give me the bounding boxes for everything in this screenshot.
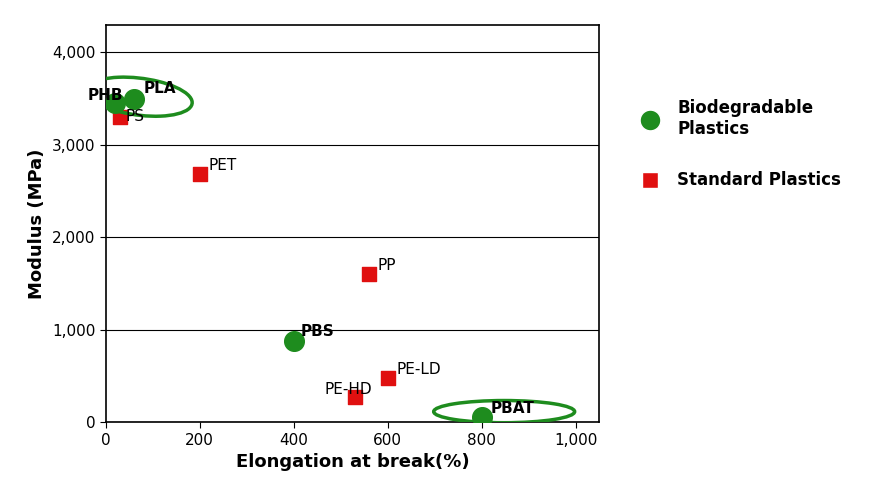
Text: PE-HD: PE-HD [324,382,372,397]
Point [348,393,362,401]
Point [381,374,395,382]
Text: PE-LD: PE-LD [396,362,440,377]
Point [193,170,207,178]
Text: PHB: PHB [88,88,123,104]
Text: PLA: PLA [144,81,176,96]
Y-axis label: Modulus (MPa): Modulus (MPa) [28,148,46,299]
Text: PP: PP [377,258,396,273]
Point [108,99,122,107]
Point [286,337,300,345]
Legend: Biodegradable
Plastics, Standard Plastics: Biodegradable Plastics, Standard Plastic… [627,92,848,196]
Text: PBAT: PBAT [491,401,535,416]
Point [362,271,376,278]
Point [475,413,489,421]
Point [127,95,141,103]
Point [113,113,127,121]
X-axis label: Elongation at break(%): Elongation at break(%) [235,453,470,471]
Text: PBS: PBS [300,324,335,339]
Text: PS: PS [125,109,144,124]
Text: PET: PET [208,158,236,173]
